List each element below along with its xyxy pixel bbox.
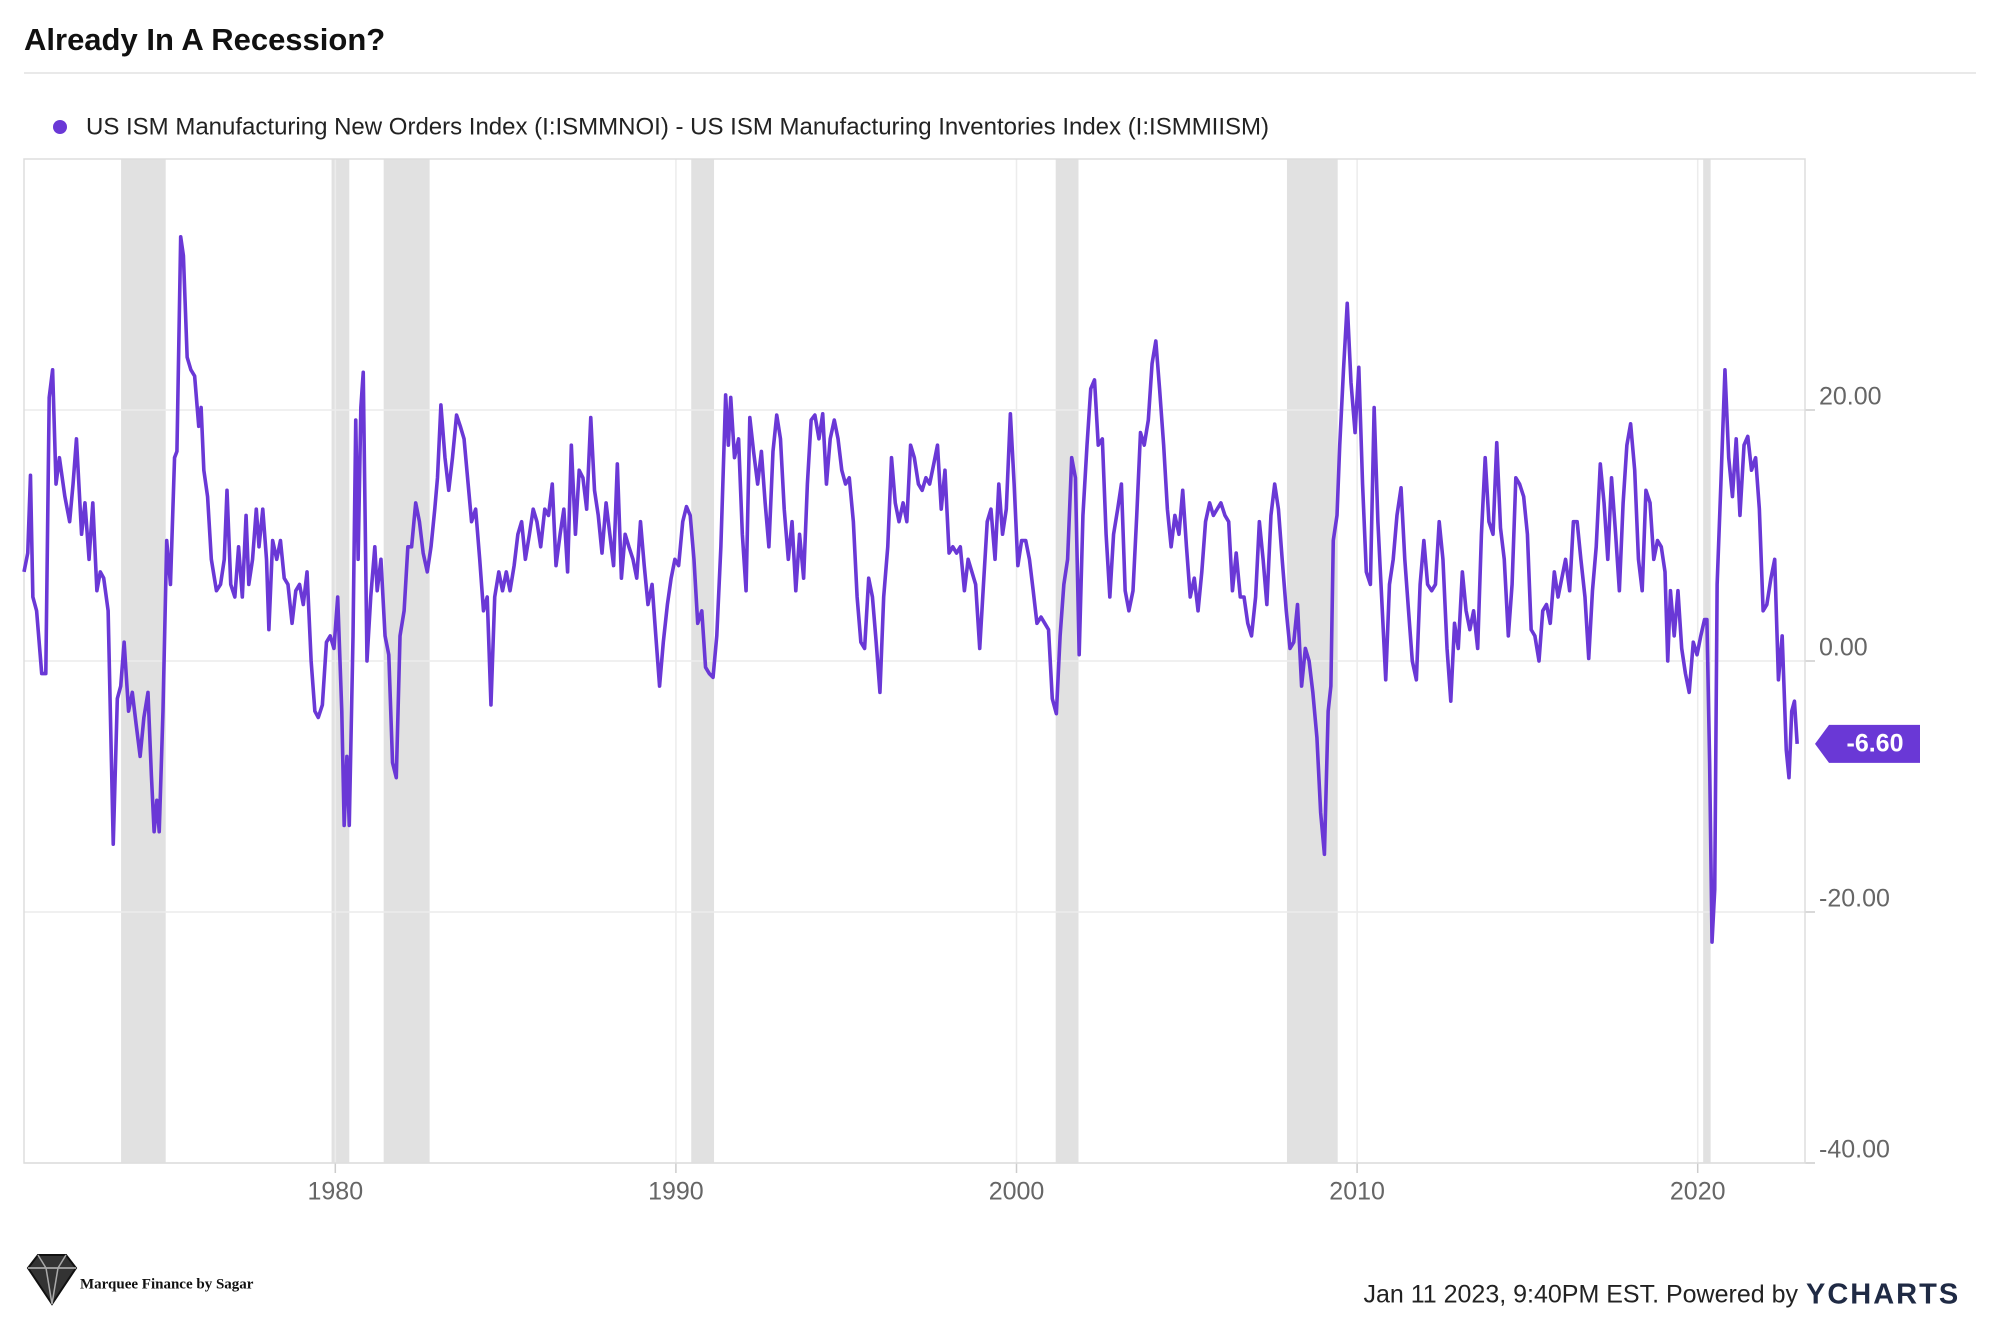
- y-tick-label: -20.00: [1819, 885, 1890, 913]
- series-line: [22, 235, 1799, 944]
- plot-border: [23, 158, 1806, 1164]
- chart-title: Already In A Recession?: [24, 22, 385, 57]
- legend-label: US ISM Manufacturing New Orders Index (I…: [86, 113, 1269, 140]
- x-tick-label: 2000: [989, 1178, 1045, 1206]
- y-tick-label: -40.00: [1819, 1136, 1890, 1164]
- watermark-logo: [26, 1254, 78, 1306]
- source-note: Jan 11 2023, 9:40PM EST. Powered by: [1363, 1281, 1798, 1309]
- x-tick-label: 1990: [648, 1178, 704, 1206]
- brand: YCHARTS: [1806, 1279, 1960, 1311]
- y-tick-label: 0.00: [1819, 634, 1868, 662]
- x-tick-label: 2010: [1329, 1178, 1385, 1206]
- last-value-label: -6.60: [1847, 729, 1904, 757]
- x-tick-label: 2020: [1670, 1178, 1726, 1206]
- y-tick-label: 20.00: [1819, 383, 1882, 411]
- x-tick-label: 1980: [307, 1178, 363, 1206]
- legend-marker: [53, 120, 67, 134]
- last-value-badge: [1815, 724, 1920, 763]
- watermark-text: Marquee Finance by Sagar: [80, 1276, 254, 1292]
